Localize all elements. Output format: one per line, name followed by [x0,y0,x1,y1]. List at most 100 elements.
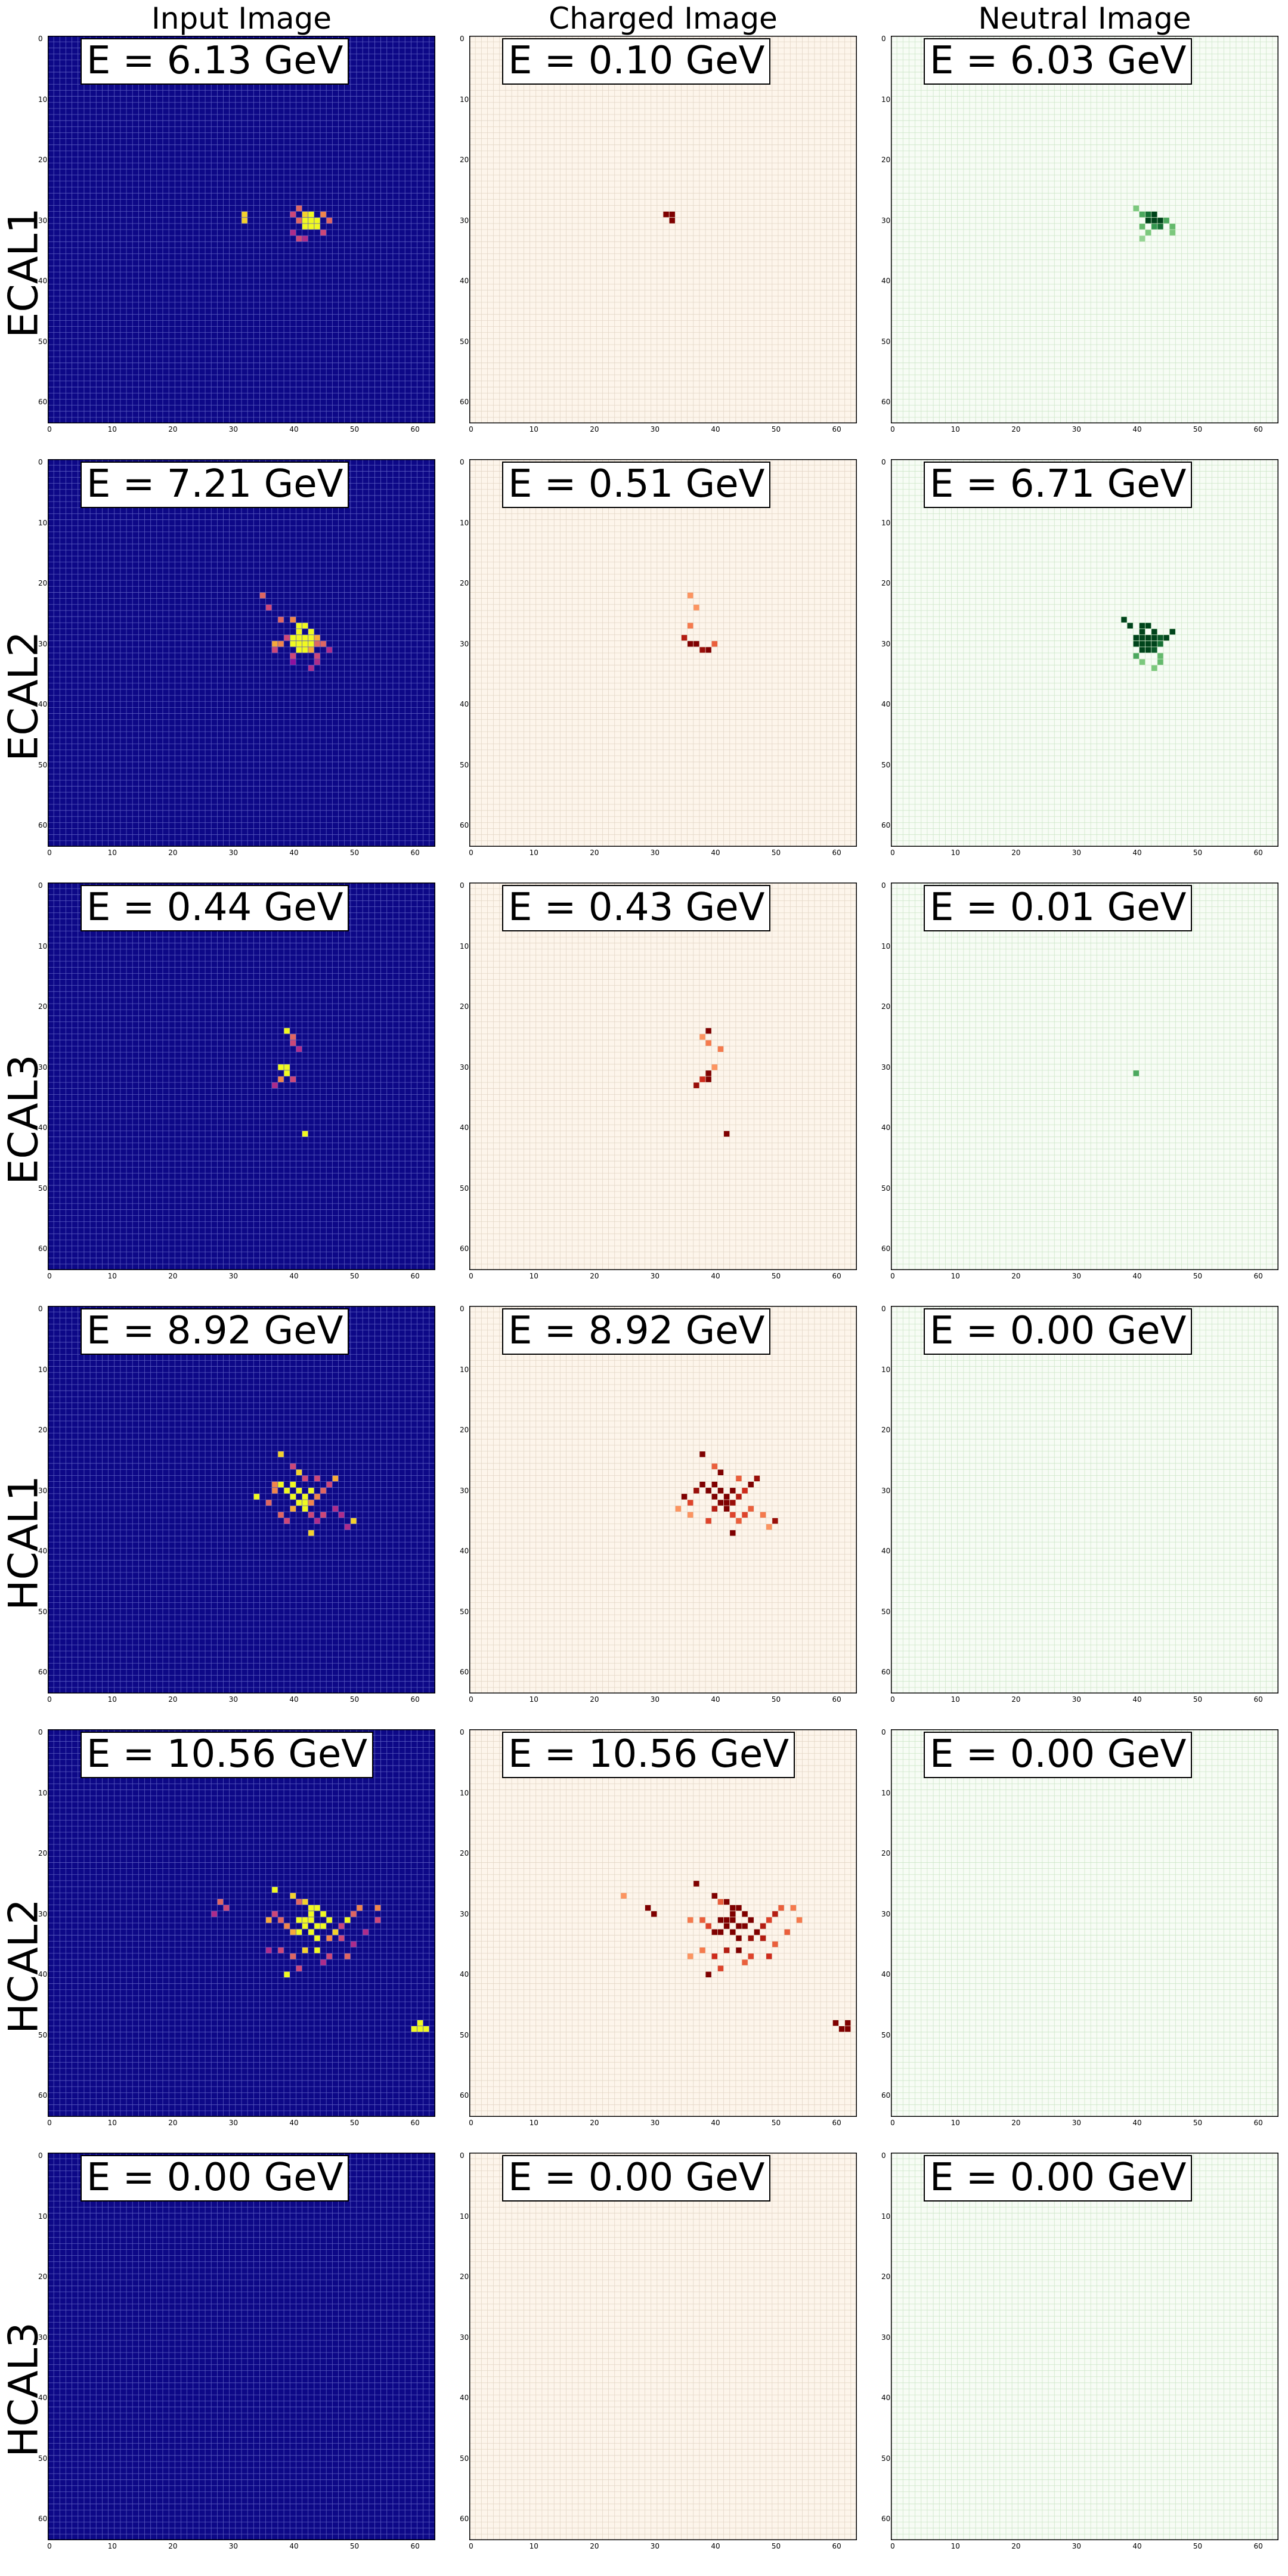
energy-label: E = 0.00 GeV [924,1308,1193,1355]
heatmap-cell [699,1451,706,1457]
heatmap-cell [711,1893,718,1899]
heatmap-cell [693,1082,699,1089]
x-tick-label: 60 [410,1695,420,1704]
y-tick-label: 60 [460,821,469,830]
x-tick-label: 40 [289,849,299,857]
heatmap-cell [302,1131,308,1137]
heatmap-cell [699,1076,706,1083]
heatmap-cell [844,2026,851,2032]
y-tick-label: 60 [460,2515,469,2524]
heatmap-cell [723,1923,730,1930]
heatmap-cell [1163,217,1170,224]
y-tick-label: 20 [460,1002,469,1011]
heatmap-cell [687,1916,693,1923]
heatmap-cell [717,1487,724,1494]
heatmap-panel-hcal3-input: E = 0.00 GeV [48,2153,435,2540]
heatmap-cell [1139,634,1145,641]
y-tick-label: 50 [38,2454,48,2463]
heatmap-cell [693,604,699,611]
heatmap-cell [302,211,308,218]
y-tick-label: 40 [460,1970,469,1979]
y-tick-label: 60 [881,2091,891,2100]
x-tick-label: 10 [107,425,117,434]
heatmap-cell [284,1070,290,1076]
heatmap-cell [687,1512,693,1518]
heatmap-cell [302,634,308,641]
y-tick-label: 50 [881,2454,891,2463]
row-label-ecal3: ECAL3 [0,1054,48,1185]
heatmap-cell [290,1076,296,1083]
heatmap-gridlines [48,883,435,1270]
heatmap-cell [1151,223,1157,230]
heatmap-cell [699,1033,706,1041]
x-tick-label: 20 [590,849,599,857]
y-tick-label: 20 [38,2272,48,2281]
heatmap-cell [1157,659,1164,665]
heatmap-cell [302,223,308,230]
heatmap-cell [314,653,321,660]
y-tick-label: 40 [460,277,469,286]
x-tick-label: 60 [832,1695,841,1704]
heatmap-cell [1151,634,1157,641]
heatmap-panel-ecal3-charged: E = 0.43 GeV [469,883,857,1270]
heatmap-cell [711,1493,718,1500]
x-tick-label: 0 [469,1695,473,1704]
heatmap-cell [265,1500,272,1506]
heatmap-cell [344,1916,351,1923]
x-tick-label: 20 [590,425,599,434]
y-tick-label: 10 [460,518,469,527]
x-tick-label: 20 [168,849,178,857]
heatmap-cell [717,1916,724,1923]
y-tick-label: 40 [460,700,469,709]
y-tick-label: 0 [460,458,465,467]
x-tick-label: 30 [228,1695,239,1704]
heatmap-cell [723,1500,730,1506]
x-tick-label: 10 [529,849,538,857]
heatmap-panel-ecal3-neutral: E = 0.01 GeV [891,883,1278,1270]
heatmap-cell [1169,628,1176,635]
x-tick-label: 50 [771,2119,781,2127]
y-tick-label: 60 [38,821,48,830]
y-tick-label: 30 [881,216,891,225]
heatmap-cell [271,640,278,647]
x-tick-label: 50 [349,2542,360,2550]
heatmap-cell [277,1512,284,1518]
y-tick-label: 0 [38,1728,43,1737]
heatmap-gridlines [48,2153,435,2540]
heatmap-cell [1151,217,1157,224]
heatmap-cell [326,1916,333,1923]
x-tick-label: 50 [771,849,781,857]
heatmap-cell [711,1506,718,1512]
heatmap-grid [891,883,1278,1270]
heatmap-cell [308,646,314,653]
heatmap-cell [290,634,296,641]
heatmap-cell [290,1481,296,1488]
x-tick-label: 50 [349,1695,360,1704]
heatmap-cell [308,1911,314,1917]
y-tick-label: 40 [38,2394,48,2402]
heatmap-cell [711,1463,718,1470]
y-tick-label: 40 [881,2394,891,2402]
heatmap-cell [735,1947,742,1953]
y-tick-label: 30 [881,1063,891,1072]
x-tick-label: 20 [590,1272,599,1280]
heatmap-cell [320,1959,327,1966]
y-tick-label: 40 [881,1547,891,1556]
heatmap-cell [748,1506,754,1512]
x-tick-label: 0 [469,425,473,434]
heatmap-cell [748,1916,754,1923]
heatmap-cell [838,2026,845,2032]
heatmap-cell [754,1929,760,1936]
heatmap-cell [772,1911,778,1917]
heatmap-cell [1169,230,1176,236]
x-tick-label: 30 [650,1695,660,1704]
x-tick-label: 20 [1011,425,1021,434]
x-tick-label: 30 [650,2119,660,2127]
heatmap-cell [284,1923,290,1930]
heatmap-cell [417,2026,423,2032]
axes-frame [891,883,1278,1270]
heatmap-cell [705,1487,712,1494]
y-tick-label: 0 [460,881,465,890]
x-tick-label: 10 [107,2542,117,2550]
x-tick-label: 10 [107,1695,117,1704]
